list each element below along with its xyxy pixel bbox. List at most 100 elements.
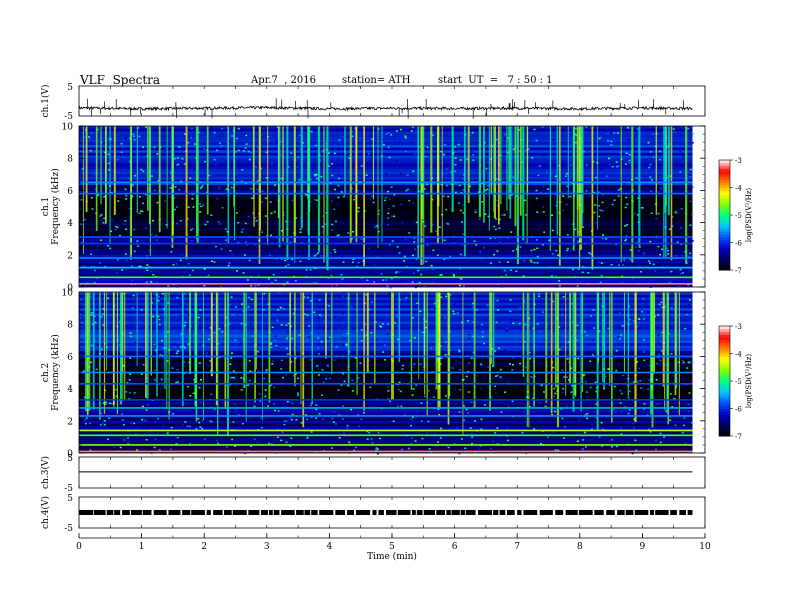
frequency-strip	[79, 262, 693, 266]
spectrogram-pixel	[410, 424, 413, 427]
spectrogram-pixel	[534, 183, 537, 186]
spectrogram-pixel	[366, 279, 369, 282]
spectrogram-pixel	[530, 393, 533, 395]
spectrogram-pixel	[460, 321, 463, 324]
spectrogram-pixel	[566, 233, 569, 236]
spectrogram-pixel	[88, 136, 91, 138]
ch4-block	[416, 510, 423, 515]
spectrogram-pixel	[157, 300, 160, 302]
spectrogram-pixel	[141, 210, 144, 213]
spectrogram-pixel	[534, 278, 537, 281]
spectrogram-pixel	[251, 335, 254, 337]
spectrogram-pixel	[368, 152, 371, 155]
spectrogram-pixel	[494, 432, 497, 434]
spectrogram-pixel	[404, 299, 407, 301]
spectrogram-pixel	[109, 148, 112, 150]
spectrogram-pixel	[691, 142, 694, 144]
spectrogram-pixel	[343, 380, 346, 383]
spectrogram-pixel	[315, 199, 318, 201]
ch4-block	[617, 510, 625, 515]
spectrogram-pixel	[193, 379, 196, 381]
spectrogram-pixel	[192, 129, 195, 131]
spectrogram-pixel	[592, 203, 595, 206]
spectrogram-pixel	[158, 405, 161, 408]
spectrogram-pixel	[442, 195, 445, 197]
spectrogram-pixel	[621, 275, 624, 278]
frequency-strip	[79, 308, 693, 311]
frequency-strip	[79, 230, 693, 234]
spectrogram-pixel	[671, 406, 674, 408]
spectrogram-pixel	[505, 212, 508, 214]
spectrogram-pixel	[542, 211, 545, 213]
spectrogram-pixel	[435, 248, 438, 251]
spectrogram-pixel	[509, 269, 512, 272]
spectrogram-pixel	[240, 377, 243, 379]
spectrogram-pixel	[540, 384, 543, 386]
spectrogram-pixel	[270, 384, 273, 387]
spectrogram-pixel	[410, 130, 413, 132]
spectrogram-pixel	[469, 131, 472, 134]
spectrogram-pixel	[562, 295, 565, 298]
frequency-strip	[79, 375, 693, 378]
colorbar-segment	[719, 204, 730, 208]
spectrogram-pixel	[290, 325, 293, 328]
spectrogram-pixel	[626, 374, 629, 376]
spectrogram-pixel	[456, 312, 459, 314]
spectrogram-pixel	[373, 281, 376, 283]
spectrogram-pixel	[594, 346, 597, 349]
spectrogram-pixel	[434, 308, 437, 310]
spectrogram-pixel	[393, 194, 396, 196]
spectrogram-pixel	[507, 416, 510, 419]
spectrogram-pixel	[250, 180, 253, 183]
spectrogram-pixel	[280, 359, 283, 362]
spectrogram-pixel	[109, 138, 112, 141]
spectrogram-pixel	[178, 188, 181, 191]
spectrogram-pixel	[260, 397, 263, 400]
spectrogram-pixel	[445, 222, 448, 225]
spectrogram-pixel	[155, 239, 158, 241]
spectrogram-pixel	[203, 417, 206, 419]
spectrogram-pixel	[512, 322, 515, 325]
ch4-block	[578, 510, 593, 515]
spectrogram-pixel	[424, 349, 427, 352]
spectrogram-pixel	[516, 375, 519, 378]
spectrogram-pixel	[250, 298, 253, 301]
spectrogram-pixel	[554, 410, 557, 413]
colorbar-segment	[719, 364, 730, 368]
chart-title: VLF Spectra	[80, 73, 161, 87]
spectrogram-pixel	[184, 321, 187, 324]
spectrogram-pixel	[597, 205, 600, 207]
spectrogram-pixel	[429, 397, 432, 399]
spectrogram-pixel	[677, 410, 680, 412]
spectrogram-pixel	[540, 312, 543, 314]
spectrogram-pixel	[503, 349, 506, 351]
spectrogram-pixel	[295, 410, 298, 413]
spectrogram-pixel	[280, 368, 283, 370]
spectrogram-pixel	[122, 424, 125, 426]
spectrogram-pixel	[574, 141, 577, 144]
spectrogram-pixel	[454, 191, 457, 194]
spectrogram-pixel	[415, 384, 418, 387]
spectrogram-pixel	[595, 394, 598, 397]
spectrogram-pixel	[80, 199, 83, 201]
spectrogram-pixel	[372, 201, 375, 204]
spectrogram-pixel	[218, 356, 221, 359]
frequency-strip	[79, 252, 693, 255]
spectrogram-pixel	[360, 340, 363, 342]
spectrogram-pixel	[134, 341, 137, 344]
spectrogram-pixel	[672, 319, 675, 321]
spectrogram-pixel	[485, 343, 488, 346]
spectrogram-pixel	[595, 416, 598, 419]
ch4-block	[499, 510, 506, 515]
spectrogram-pixel	[438, 199, 441, 201]
spectrogram-pixel	[458, 362, 461, 364]
spectrogram-pixel	[229, 250, 232, 252]
spectrogram-pixel	[335, 392, 338, 395]
spectrogram-pixel	[150, 280, 153, 283]
spectrogram-pixel	[536, 323, 539, 325]
spectrogram-pixel	[524, 199, 527, 202]
spectrogram-pixel	[261, 126, 264, 129]
spectrogram-pixel	[460, 438, 463, 440]
spectrogram-pixel	[503, 269, 506, 272]
spectrogram-pixel	[619, 389, 622, 392]
